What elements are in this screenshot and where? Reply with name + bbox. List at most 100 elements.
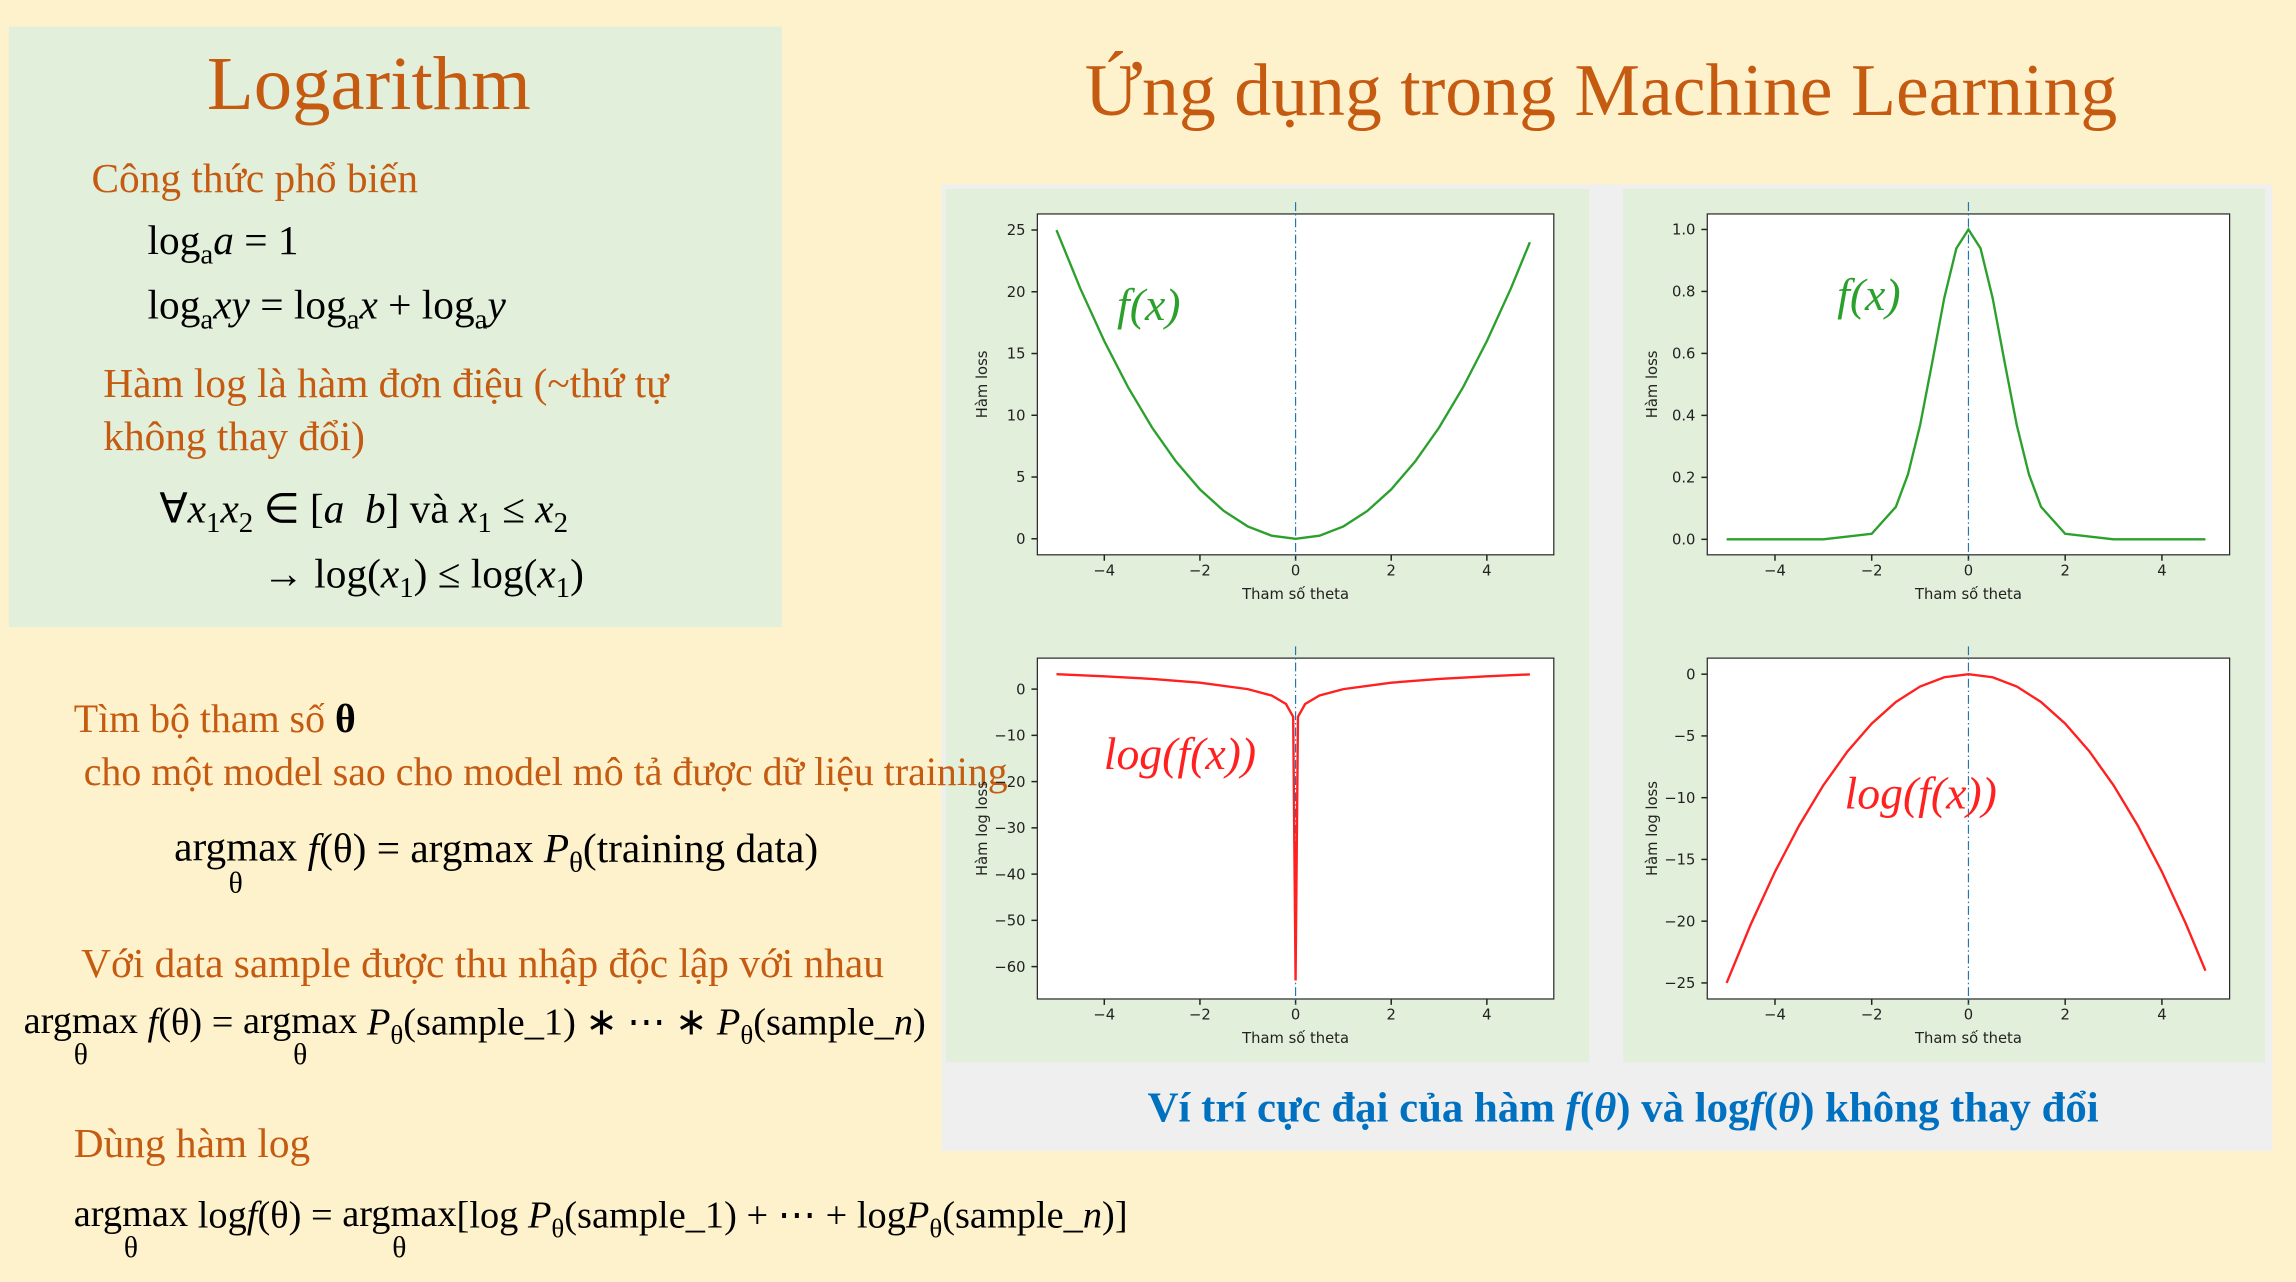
text-run: n bbox=[1082, 1193, 1103, 1237]
operator: argmax θ bbox=[174, 826, 297, 900]
text-run: → log( bbox=[262, 551, 381, 598]
x-tick-label: 2 bbox=[1387, 1007, 1396, 1024]
x-tick-label: 4 bbox=[2157, 1007, 2166, 1024]
x-tick-label: 2 bbox=[2060, 1007, 2069, 1024]
text-run: P bbox=[543, 826, 570, 873]
y-tick-label: −15 bbox=[1664, 852, 1695, 869]
text-run: argmax bbox=[73, 1192, 189, 1236]
text-run: argmax bbox=[342, 1192, 457, 1236]
operator: argmax θ bbox=[74, 1194, 188, 1265]
y-tick-label: 25 bbox=[1007, 222, 1026, 239]
y-tick-label: 10 bbox=[1007, 407, 1026, 424]
text-run: P bbox=[527, 1193, 552, 1237]
text-run: θ bbox=[293, 1039, 308, 1072]
x-axis-label: Tham số theta bbox=[1241, 1030, 1349, 1047]
text-run: a bbox=[200, 304, 214, 336]
text-run: x bbox=[380, 551, 400, 598]
y-tick-label: 0 bbox=[1686, 666, 1695, 683]
x-tick-label: 4 bbox=[2157, 562, 2166, 579]
text-run: = log bbox=[249, 283, 347, 330]
annotation: f(x) bbox=[1837, 269, 1900, 320]
x-tick-label: 0 bbox=[1964, 1007, 1973, 1024]
text-run: (θ) = bbox=[158, 1000, 243, 1044]
text-run: f bbox=[1565, 1084, 1580, 1132]
text-run: θ bbox=[392, 1232, 407, 1266]
text-run: (training data) bbox=[582, 826, 819, 873]
text-run: log bbox=[147, 218, 201, 265]
y-tick-label: 1.0 bbox=[1672, 222, 1695, 239]
line-series bbox=[1726, 227, 2206, 541]
text-run: P bbox=[716, 1000, 741, 1044]
y-tick-label: −60 bbox=[994, 959, 1025, 976]
y-axis-label: Hàm loss bbox=[1644, 351, 1661, 419]
x-tick-label: −2 bbox=[1861, 562, 1883, 579]
text-run: θ bbox=[1777, 1084, 1801, 1132]
line-series bbox=[1055, 229, 1531, 540]
caption: Ví trí cực đại của hàm f(θ) và logf(θ) k… bbox=[944, 1085, 2296, 1134]
text-run: 1 bbox=[555, 573, 571, 605]
text-run: (sample_1) + ⋯ + log bbox=[564, 1193, 906, 1237]
y-axis-label: Hàm loss bbox=[974, 351, 991, 419]
x-axis-label: Tham số theta bbox=[1241, 586, 1349, 603]
text-run: x bbox=[359, 283, 378, 330]
annotation: log(f(x)) bbox=[1845, 768, 1997, 819]
x-tick-label: −4 bbox=[1764, 562, 1786, 579]
annotation: f(x) bbox=[1117, 279, 1180, 330]
x-tick-label: 0 bbox=[1291, 1007, 1300, 1024]
text-run: log bbox=[147, 283, 201, 330]
y-tick-label: 0.6 bbox=[1672, 346, 1695, 363]
x-tick-label: −4 bbox=[1093, 1007, 1115, 1024]
text-run: ) và log bbox=[1616, 1084, 1750, 1132]
y-tick-label: 20 bbox=[1007, 284, 1026, 301]
x-tick-label: −2 bbox=[1861, 1007, 1883, 1024]
x-tick-label: −4 bbox=[1093, 562, 1115, 579]
text-run: argmax bbox=[23, 998, 138, 1042]
text-run: a bbox=[213, 218, 234, 265]
line-series bbox=[1725, 672, 2207, 984]
right-title: Ứng dụng trong Machine Learning bbox=[1084, 48, 2118, 132]
formula: logaa = 1 bbox=[148, 218, 299, 272]
text-run: ∈ [ bbox=[253, 486, 324, 533]
text-run: a bbox=[346, 304, 360, 336]
operator: argmax θ bbox=[243, 1000, 357, 1071]
text-run: Ví trí cực đại của hàm bbox=[1147, 1084, 1566, 1132]
y-tick-label: 0.8 bbox=[1672, 284, 1695, 301]
x-tick-label: 2 bbox=[1387, 562, 1396, 579]
y-axis-label: Hàm log loss bbox=[974, 781, 991, 876]
paragraph: Tìm bộ tham số θ cho một model sao cho m… bbox=[74, 692, 1008, 798]
x-tick-label: 0 bbox=[1291, 562, 1300, 579]
formula: logaxy = logax + logay bbox=[148, 283, 506, 337]
y-tick-label: 0.2 bbox=[1672, 470, 1695, 487]
text-run: ] và bbox=[385, 486, 460, 533]
text-run: 1 bbox=[399, 573, 414, 605]
y-tick-label: −5 bbox=[1674, 728, 1696, 745]
text-run: ∀ bbox=[159, 486, 188, 533]
x-tick-label: −2 bbox=[1189, 1007, 1211, 1024]
x-tick-label: 0 bbox=[1964, 562, 1973, 579]
text-run: θ bbox=[228, 868, 243, 901]
text-run: ) không thay đổi bbox=[1800, 1084, 2099, 1132]
y-tick-label: 0.4 bbox=[1672, 408, 1695, 425]
text-run: x bbox=[220, 486, 239, 533]
formula: argmax θ f(θ) = argmax θ Pθ(sample_1) ∗ ⋯ … bbox=[24, 1000, 926, 1071]
text-run: [log bbox=[456, 1193, 528, 1237]
text-run: a bbox=[474, 304, 488, 336]
left-panel bbox=[8, 26, 783, 628]
text-run: )] bbox=[1102, 1193, 1128, 1237]
text-run: + log bbox=[377, 283, 475, 330]
x-tick-label: 2 bbox=[2060, 562, 2069, 579]
text-run: f bbox=[246, 1193, 258, 1237]
operator: argmax θ bbox=[342, 1194, 456, 1265]
text-run: f bbox=[137, 1000, 159, 1044]
section-heading: Hàm log là hàm đơn điệu (~thứ tự không t… bbox=[103, 361, 669, 461]
text-run: 2 bbox=[553, 508, 569, 540]
text-run: = 1 bbox=[233, 218, 299, 265]
x-axis-label: Tham số theta bbox=[1914, 586, 2022, 603]
text-run: a b bbox=[323, 486, 386, 533]
section-heading: Dùng hàm log bbox=[73, 1121, 311, 1168]
y-tick-label: 0.0 bbox=[1672, 531, 1695, 548]
text-run: ( bbox=[1579, 1084, 1595, 1132]
y-tick-label: −30 bbox=[994, 820, 1025, 837]
